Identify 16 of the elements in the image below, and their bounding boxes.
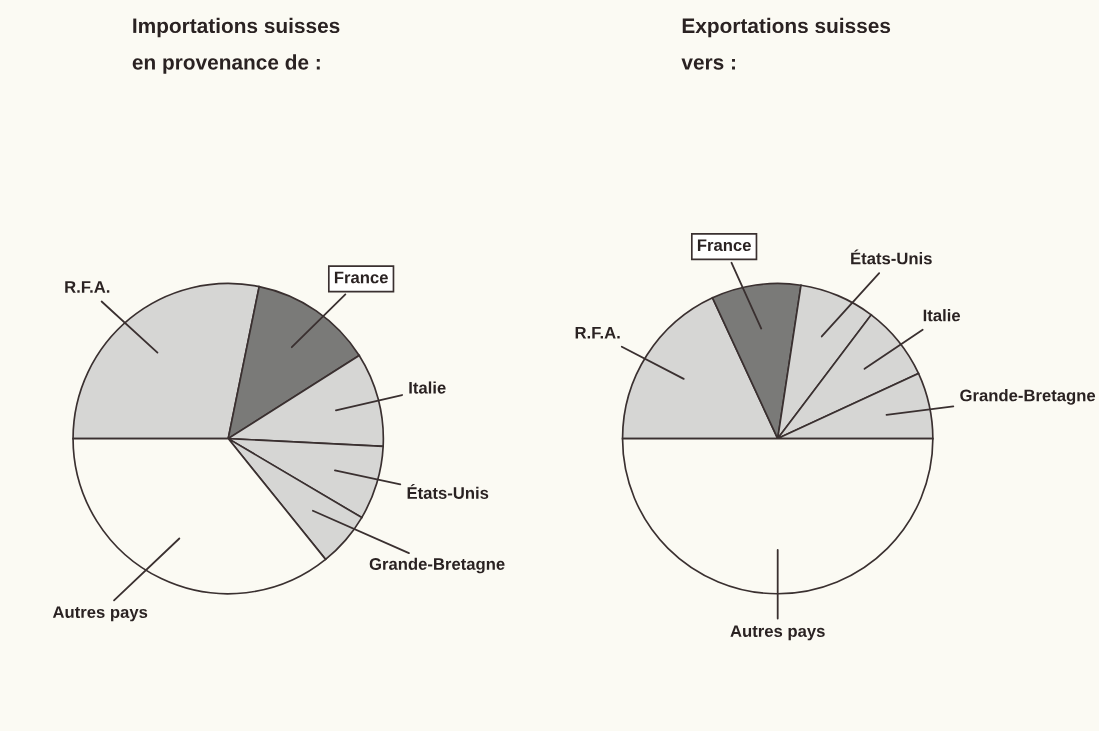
chart-subtitle: en provenance de : (132, 54, 320, 74)
slice-label: R.F.A. (575, 327, 620, 339)
slice-label: Italie (923, 309, 961, 322)
slice-label: France (697, 239, 751, 252)
slice-label: États-Unis (851, 249, 932, 265)
slice-label: Autres pays (52, 606, 148, 622)
slice-label: Italie (409, 381, 446, 394)
chart-title: Importations suisses (133, 17, 340, 38)
slice-label: Grande-Bretagne (369, 557, 505, 574)
slice-label: R.F.A. (65, 281, 110, 293)
slice-label: États-Unis (407, 484, 489, 499)
slice-label: France (334, 271, 388, 284)
chart-subtitle: vers : (681, 58, 735, 70)
slice-label: Autres pays (730, 625, 825, 641)
slice-label: Grande-Bretagne (960, 389, 1096, 405)
chart-title: Exportations suisses (682, 17, 891, 38)
